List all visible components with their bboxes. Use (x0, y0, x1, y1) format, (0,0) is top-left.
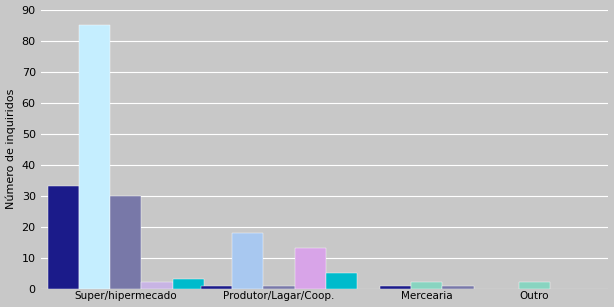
Bar (79, 25, 110, 289)
Bar (48, 186, 79, 289)
Bar (201, 286, 232, 289)
Bar (232, 233, 263, 289)
Bar (173, 279, 204, 289)
Bar (110, 196, 141, 289)
Bar (326, 273, 357, 289)
Bar (263, 286, 295, 289)
Bar (380, 286, 411, 289)
Bar (295, 248, 326, 289)
Bar (411, 282, 442, 289)
Y-axis label: Número de inquiridos: Número de inquiridos (6, 89, 16, 209)
Bar (519, 282, 550, 289)
Bar (442, 286, 473, 289)
Bar (141, 282, 173, 289)
